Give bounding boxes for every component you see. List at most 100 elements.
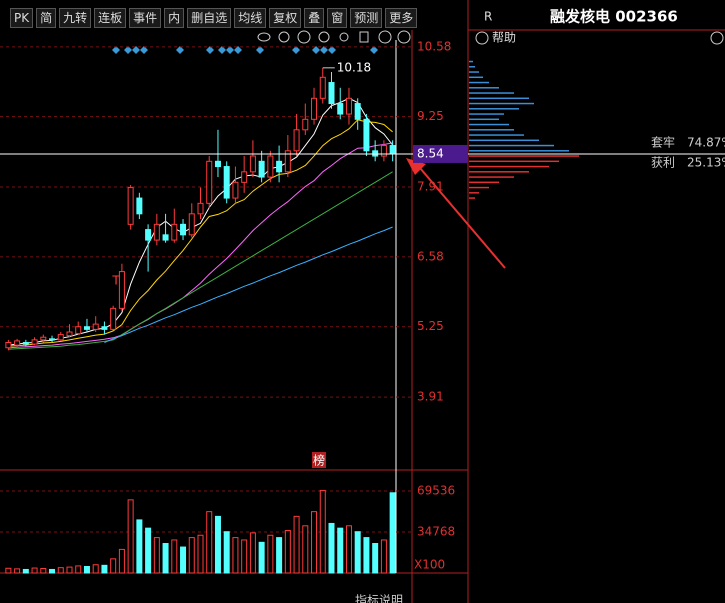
volume-bar [92, 564, 99, 574]
last-price-label: 8.54 [417, 146, 444, 160]
chip-bar [469, 144, 554, 147]
toolbar-button[interactable]: 窗 [327, 8, 348, 28]
moving-average-line [8, 171, 393, 350]
arrow-head [406, 158, 426, 175]
volume-bar [372, 543, 379, 574]
arrow [419, 167, 506, 269]
chip-bar [469, 118, 499, 121]
toolbar-button[interactable]: 简 [36, 8, 57, 28]
candle-body [92, 323, 99, 330]
chip-bar [469, 176, 514, 178]
icon-lock[interactable] [359, 31, 369, 43]
chip-bar [469, 129, 514, 131]
chip-bar [469, 108, 519, 110]
icon-play[interactable] [297, 30, 311, 44]
candle-body [118, 271, 125, 309]
volume-bar [258, 541, 265, 574]
volume-bar [389, 492, 396, 574]
chip-bar [469, 171, 529, 173]
candle-body [171, 223, 178, 241]
y-tick-label: 10.58 [417, 39, 451, 53]
event-marker [256, 46, 264, 54]
icon-minus[interactable] [397, 30, 411, 44]
volume-bar [214, 515, 221, 574]
toolbar-button[interactable]: 预测 [350, 8, 383, 28]
toolbar-button[interactable]: 删自选 [187, 8, 232, 28]
toolbar-button[interactable]: 叠 [304, 8, 325, 28]
volume-bar [380, 539, 387, 574]
volume-bar [354, 531, 361, 574]
moving-average-line [104, 226, 393, 343]
candle-body [145, 229, 152, 241]
candle-body [276, 160, 283, 173]
profit-label: 获利 [651, 156, 675, 170]
chip-bar [469, 150, 569, 152]
profit-value: 25.13% [687, 156, 725, 170]
candle-body [197, 202, 204, 215]
chip-bar [469, 66, 475, 68]
candle-body [136, 197, 143, 215]
candle-body [31, 339, 38, 345]
icon-hand[interactable] [278, 31, 290, 43]
volume-bar [57, 567, 64, 574]
candle-body [14, 340, 21, 346]
badge-label: 榜 [313, 453, 325, 468]
volume-bar [136, 519, 143, 574]
close-icon[interactable] [710, 31, 724, 45]
chip-bar [469, 155, 579, 157]
candle-body [101, 326, 108, 330]
toolbar-button[interactable]: 更多 [385, 8, 418, 28]
chip-bar [469, 60, 473, 63]
toolbar-button[interactable]: 均线 [234, 8, 267, 28]
chip-bar [469, 97, 529, 100]
icon-plus[interactable] [378, 30, 392, 44]
icon-eye[interactable] [257, 32, 271, 42]
y-tick-label: 69536 [417, 483, 455, 497]
volume-bar [232, 537, 239, 574]
moving-average-line [8, 119, 393, 347]
candle-body [57, 334, 64, 341]
price-box [413, 144, 468, 163]
toolbar-button[interactable]: 连板 [94, 8, 127, 28]
chip-bar [469, 181, 499, 184]
code-flag: R [484, 10, 492, 24]
chip-bar [469, 92, 514, 94]
candle-body [83, 326, 90, 330]
event-marker [320, 46, 328, 54]
volume-bar [22, 568, 29, 574]
footer-label[interactable]: 指标说明 [355, 593, 403, 603]
candle-body [380, 145, 387, 157]
moving-average-line [8, 142, 393, 349]
event-marker [132, 46, 140, 54]
toolbar-button[interactable]: PK [10, 8, 34, 28]
toolbar-button[interactable]: 复权 [269, 8, 302, 28]
toolbar-button[interactable]: 内 [164, 8, 185, 28]
candle-body [75, 326, 82, 335]
tool-icons [257, 30, 411, 44]
candle-body [22, 341, 29, 345]
chip-bar [469, 139, 539, 142]
event-marker [234, 46, 242, 54]
volume-bar [40, 568, 47, 574]
toolbar-button[interactable]: 九转 [59, 8, 92, 28]
candle-body [180, 223, 187, 236]
candle-body [206, 160, 213, 204]
trapped-label: 套牢 [651, 135, 675, 150]
volume-bar [118, 548, 125, 574]
help-label[interactable]: 帮助 [492, 31, 516, 45]
volume-bar [14, 568, 21, 574]
toolbar-button[interactable]: 事件 [129, 8, 162, 28]
y-tick-label: 5.25 [417, 319, 444, 333]
candle-body [249, 155, 256, 173]
chip-bar [469, 192, 479, 194]
event-marker [226, 46, 234, 54]
event-marker [328, 46, 336, 54]
icon-cut[interactable] [339, 32, 349, 42]
volume-bar [328, 522, 335, 574]
volume-bar [293, 515, 300, 574]
help-icon[interactable] [475, 31, 489, 45]
volume-bar [153, 537, 160, 574]
icon-zoom[interactable] [318, 31, 330, 43]
